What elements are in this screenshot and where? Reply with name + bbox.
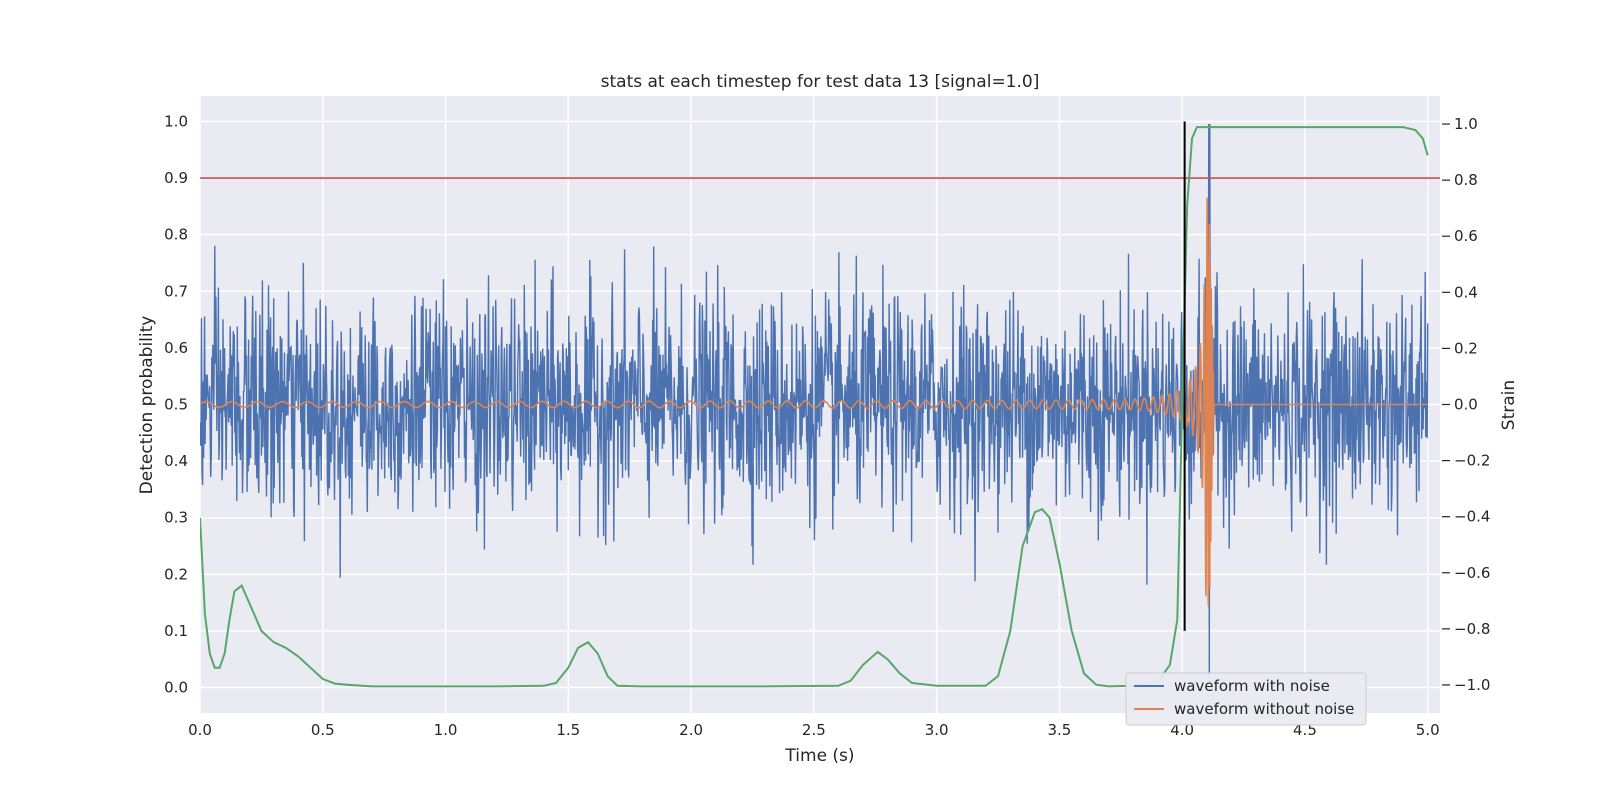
legend-box: [1125, 672, 1367, 726]
y-right-tick-label: 0.8: [1454, 171, 1478, 189]
y-left-tick-label: 0.1: [164, 622, 188, 640]
x-tick-label: 2.0: [679, 721, 703, 739]
y-left-tick-label: 0.2: [164, 565, 188, 583]
x-tick-label: 3.0: [925, 721, 949, 739]
series-waveform-with-noise: [200, 123, 1429, 686]
series-layer: [200, 121, 1440, 688]
y-left-tick-label: 0.3: [164, 509, 188, 527]
legend: waveform with noise waveform without noi…: [1125, 672, 1367, 726]
y-right-tick-label: 0.6: [1454, 227, 1478, 245]
series-detection-probability: [200, 126, 1429, 688]
y-axis-label-right: Strain: [1499, 380, 1519, 430]
y-left-tick-label: 0.9: [164, 169, 188, 187]
y-left-tick-label: 0.0: [164, 679, 188, 697]
y-right-tick-label: −0.4: [1454, 508, 1490, 526]
y-left-tick-label: 0.8: [164, 226, 188, 244]
y-left-tick-label: 1.0: [164, 112, 188, 130]
x-tick-label: 0.5: [311, 721, 335, 739]
y-left-tick-label: 0.6: [164, 339, 188, 357]
y-right-tick-label: −1.0: [1454, 676, 1490, 694]
y-left-tick-label: 0.7: [164, 282, 188, 300]
y-axis-label-left: Detection probability: [137, 316, 157, 495]
x-tick-label: 5.0: [1416, 721, 1440, 739]
y-right-tick-label: 1.0: [1454, 115, 1478, 133]
legend-label-noise: waveform with noise: [1174, 677, 1330, 695]
series-waveform-without-noise: [200, 197, 1428, 607]
x-tick-label: 1.0: [434, 721, 458, 739]
y-right-tick-label: 0.0: [1454, 396, 1478, 414]
y-right-tick-label: 0.2: [1454, 339, 1478, 357]
x-axis-label: Time (s): [784, 746, 854, 766]
chart-title: stats at each timestep for test data 13 …: [601, 72, 1040, 92]
x-tick-label: 1.5: [556, 721, 580, 739]
x-tick-label: 3.5: [1047, 721, 1071, 739]
y-right-tick-label: −0.2: [1454, 452, 1490, 470]
y-right-tick-label: 0.4: [1454, 283, 1478, 301]
y-right-tick-label: −0.6: [1454, 564, 1490, 582]
y-left-tick-label: 0.4: [164, 452, 188, 470]
x-tick-label: 0.0: [188, 721, 212, 739]
x-tick-label: 2.5: [802, 721, 826, 739]
tick-labels: 0.0 0.5 1.0 1.5 2.0 2.5 3.0 3.5 4.0 4.5 5.00.00.10…: [164, 112, 1490, 739]
y-left-tick-label: 0.5: [164, 396, 188, 414]
legend-label-clean: waveform without noise: [1174, 700, 1354, 718]
y-right-tick-label: −0.8: [1454, 620, 1490, 638]
